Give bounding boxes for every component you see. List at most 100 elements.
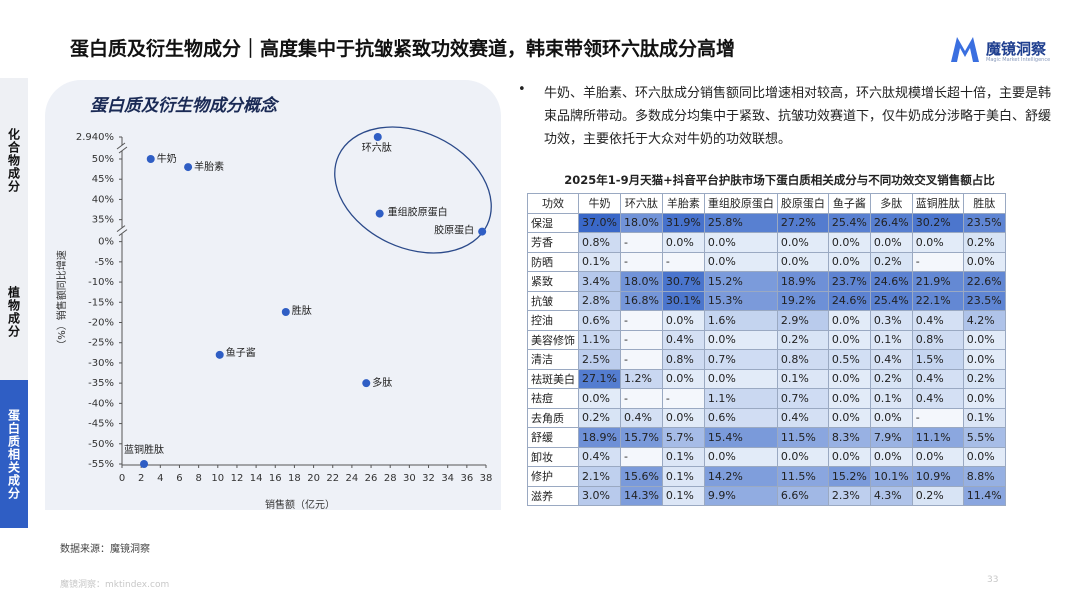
heat-cell: - [619, 329, 663, 350]
site-note: 魔镜洞察：mktindex.com [60, 580, 170, 590]
heat-cell: 0.4% [869, 349, 913, 370]
heat-cell: 31.9% [661, 212, 705, 233]
heat-cell: 0.4% [578, 446, 621, 467]
heat-cell: 0.0% [869, 446, 913, 467]
heat-cell: 30.1% [661, 290, 705, 311]
heat-cell: 0.0% [703, 446, 778, 467]
heat-cell: 23.5% [962, 212, 1006, 233]
heat-cell: 0.0% [703, 232, 778, 253]
sidebar-tab[interactable]: 化合物成分 [0, 78, 28, 243]
y-tick-label: 45% [92, 174, 114, 185]
heat-cell: 25.8% [703, 212, 778, 233]
heat-cell: 0.2% [578, 407, 621, 428]
heat-cell: 0.1% [869, 329, 913, 350]
axis-break [118, 146, 128, 154]
heat-cell: 0.0% [827, 329, 871, 350]
heat-cell: 0.4% [911, 388, 964, 409]
x-tick-label: 34 [441, 473, 454, 484]
source-note: 数据来源：魔镜洞察 [60, 544, 150, 555]
x-tick-label: 30 [403, 473, 416, 484]
heat-cell: 0.8% [776, 349, 829, 370]
heat-cell: 4.2% [962, 310, 1006, 331]
row-header: 抗皱 [527, 290, 579, 311]
point-label: 重组胶原蛋白 [388, 206, 448, 219]
heat-cell: 0.2% [869, 251, 913, 272]
heat-cell: - [911, 407, 964, 428]
heat-cell: 11.5% [776, 427, 829, 448]
heat-cell: 0.0% [661, 407, 705, 428]
column-header: 羊胎素 [661, 193, 705, 214]
heat-cell: 25.4% [869, 290, 913, 311]
x-tick-label: 38 [480, 473, 493, 484]
heat-cell: 22.1% [911, 290, 964, 311]
table-row: 卸妆 0.4% -0.1% 0.0% 0.0% 0.0% 0.0% 0.0% 0.0% [527, 446, 1006, 467]
heat-cell: 0.0% [962, 251, 1006, 272]
heat-cell: 0.8% [661, 349, 705, 370]
heat-cell: 18.0% [619, 212, 663, 233]
heat-cell: 0.4% [661, 329, 705, 350]
scatter-point [478, 227, 487, 236]
heat-cell: 27.1% [578, 368, 621, 389]
x-tick-label: 10 [211, 473, 224, 484]
y-tick-label: -20% [88, 318, 114, 329]
heat-cell: 0.7% [776, 388, 829, 409]
table-title: 2025年1-9月天猫+抖音平台护肤市场下蛋白质相关成分与不同功效交叉销售额占比 [564, 173, 995, 187]
heat-cell: 3.0% [578, 485, 621, 506]
heat-cell: 0.0% [911, 446, 964, 467]
y-tick-label: -10% [88, 277, 114, 288]
bullet-marker: • [518, 82, 526, 97]
logo-text: 魔镜洞察 [986, 40, 1047, 58]
sidebar-tab[interactable]: 植物成分 [0, 243, 28, 380]
column-header: 蓝铜胜肽 [911, 193, 964, 214]
heat-cell: - [619, 446, 663, 467]
heat-cell: 16.8% [619, 290, 663, 311]
row-header: 保湿 [527, 212, 579, 233]
y-tick-label: 2.940% [76, 132, 114, 143]
heat-cell: 0.0% [776, 446, 829, 467]
table-row: 紧致 3.4% 18.0% 30.7% 15.2% 18.9% 23.7% 24.6% 21.9… [527, 271, 1006, 292]
row-header: 去角质 [527, 407, 579, 428]
sidebar-tab[interactable]: 蛋白质相关成分 [0, 380, 28, 528]
point-label: 蓝铜胜肽 [124, 443, 164, 456]
y-tick-label: 35% [92, 215, 114, 226]
heat-cell: 11.1% [911, 427, 964, 448]
table-row: 修护 2.1% 15.6% 0.1% 14.2% 11.5% 15.2% 10.1% 10.9%… [527, 466, 1006, 487]
heat-cell: 1.5% [911, 349, 964, 370]
heat-cell: 1.2% [619, 368, 663, 389]
heat-cell: - [661, 388, 705, 409]
heat-cell: 25.4% [827, 212, 871, 233]
heat-cell: - [619, 251, 663, 272]
heat-cell: 0.1% [661, 446, 705, 467]
table-row: 舒缓 18.9% 15.7% 5.7% 15.4% 11.5% 8.3% 7.9% 11.1% 5… [527, 427, 1006, 448]
heat-cell: 0.2% [962, 368, 1006, 389]
heat-cell: 37.0% [578, 212, 621, 233]
x-tick-label: 0 [119, 473, 125, 484]
y-tick-label: -15% [88, 297, 114, 308]
point-label: 环六肽 [362, 141, 392, 154]
heat-cell: 0.0% [827, 407, 871, 428]
y-tick-label: 40% [92, 194, 114, 205]
x-tick-label: 20 [307, 473, 320, 484]
heat-cell: 0.8% [578, 232, 621, 253]
heat-cell: 0.0% [911, 232, 964, 253]
heat-cell: 0.2% [962, 232, 1006, 253]
heat-cell: 0.0% [869, 232, 913, 253]
row-header: 舒缓 [527, 427, 579, 448]
heat-cell: 0.0% [827, 251, 871, 272]
row-header: 祛斑美白 [527, 368, 579, 389]
point-label: 鱼子酱 [226, 346, 256, 359]
x-tick-label: 16 [269, 473, 282, 484]
heat-cell: 0.1% [869, 388, 913, 409]
heat-cell: 0.0% [703, 251, 778, 272]
row-header: 防晒 [527, 251, 579, 272]
scatter-point [281, 307, 290, 316]
heat-cell: 0.2% [911, 485, 964, 506]
x-tick-label: 2 [138, 473, 144, 484]
x-tick-label: 32 [422, 473, 435, 484]
scatter-chart: 蛋白质及衍生物成分概念 销售额（亿元） （%）销售额同比增速 2.940% 50%… [55, 96, 493, 511]
scatter-point [373, 133, 382, 141]
heat-cell: 23.5% [962, 290, 1006, 311]
column-header: 环六肽 [619, 193, 663, 214]
x-tick-label: 12 [231, 473, 244, 484]
